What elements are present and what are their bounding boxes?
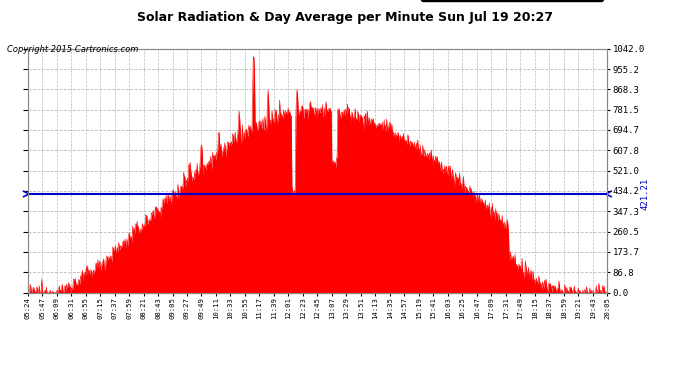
Text: Solar Radiation & Day Average per Minute Sun Jul 19 20:27: Solar Radiation & Day Average per Minute… [137,11,553,24]
Text: Copyright 2015 Cartronics.com: Copyright 2015 Cartronics.com [7,45,138,54]
Legend: Median (w/m2), Radiation (w/m2): Median (w/m2), Radiation (w/m2) [421,0,603,1]
Text: 421.21: 421.21 [640,178,649,210]
